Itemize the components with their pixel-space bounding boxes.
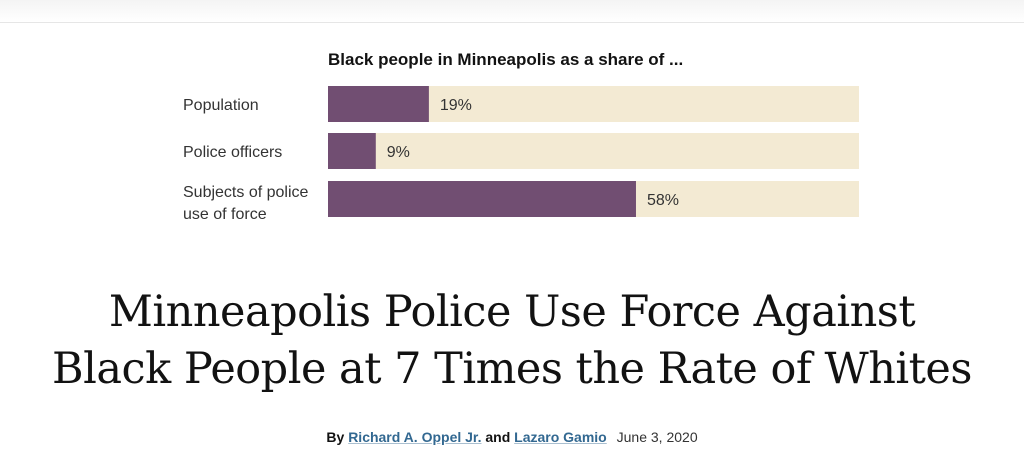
category-label-0: Population xyxy=(183,97,259,114)
publish-date: June 3, 2020 xyxy=(616,429,698,445)
bar-track-1 xyxy=(328,133,859,169)
bar-chart: 19% Population 9% Police officers 58% Subject… xyxy=(183,86,859,223)
author-link-gamio[interactable]: Lazaro Gamio xyxy=(514,429,607,445)
bar-1 xyxy=(328,133,376,169)
category-label-line: Population xyxy=(183,97,259,114)
category-label-1: Police officers xyxy=(183,144,282,161)
author-link-oppel[interactable]: Richard A. Oppel Jr. xyxy=(348,429,482,445)
category-label-2: Subjects of police use of force xyxy=(183,184,309,223)
bar-0 xyxy=(328,86,429,122)
article-headline: Minneapolis Police Use Force Against Bla… xyxy=(0,284,1024,398)
byline: By Richard A. Oppel Jr. and Lazaro Gamio… xyxy=(0,429,1024,445)
bar-value-label-1: 9% xyxy=(387,144,410,161)
byline-prefix: By xyxy=(326,429,345,445)
bar-2 xyxy=(328,181,636,217)
top-bar-shadow xyxy=(0,0,1024,23)
bar-value-label-0: 19% xyxy=(440,97,472,114)
bar-value-label-2: 58% xyxy=(647,192,679,209)
category-label-line: use of force xyxy=(183,206,267,223)
category-label-line: Police officers xyxy=(183,144,282,161)
byline-joiner: and xyxy=(485,429,511,445)
chart-title: Black people in Minneapolis as a share o… xyxy=(328,50,684,69)
headline-line-1: Minneapolis Police Use Force Against xyxy=(108,287,916,337)
headline-line-2: Black People at 7 Times the Rate of Whit… xyxy=(52,344,972,394)
category-label-line: Subjects of police xyxy=(183,184,309,201)
